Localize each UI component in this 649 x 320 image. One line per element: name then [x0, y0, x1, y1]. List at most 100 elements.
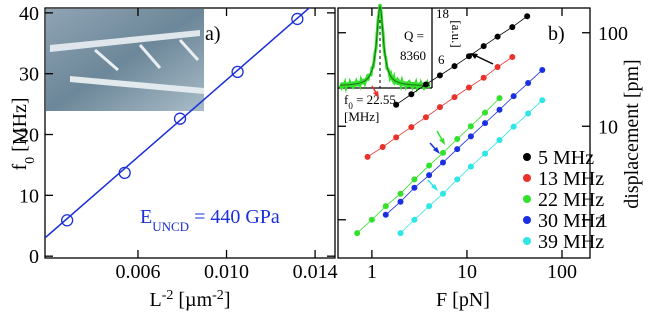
plot-frame-b [337, 7, 591, 259]
data-point [480, 43, 487, 50]
inset-axis-label: [a.u.] [449, 20, 464, 47]
data-point [454, 176, 461, 183]
panel-label: b) [548, 23, 565, 45]
data-point [411, 184, 418, 191]
y-tick-label: 1 [598, 210, 608, 232]
inset-tick-label: 6 [438, 52, 445, 67]
inset-label: [MHz] [344, 109, 379, 124]
data-point [496, 95, 503, 102]
data-point [426, 162, 433, 169]
x-axis-label: L-2 [µm-2] [150, 288, 231, 312]
annotation-part: = 440 GPa [189, 206, 280, 228]
inset-label: f0 = 22.55 [344, 92, 396, 111]
legend-label: 22 MHz [538, 189, 604, 211]
x-tick-label: 10 [457, 261, 477, 283]
data-point [291, 12, 304, 26]
data-point [494, 33, 501, 40]
y-axis-label: f0 [MHz] [9, 97, 38, 170]
x-tick-label: 1 [367, 261, 377, 283]
data-point [539, 97, 546, 104]
data-point [510, 123, 517, 130]
data-point [397, 230, 404, 237]
inset-spectrum: Q = 8360 18 6 [a.u.] f0 = 22.55 [MHz] [338, 3, 464, 124]
label-part: -2 [212, 288, 224, 303]
x-tick-label: 100 [547, 261, 577, 283]
data-point [467, 163, 474, 170]
data-point [482, 120, 489, 127]
y-tick-label: 0 [29, 246, 39, 268]
data-point [496, 137, 503, 144]
data-point [364, 153, 371, 160]
inset-tick-label: 18 [436, 6, 449, 21]
x-axis-label: F [pN] [436, 289, 490, 311]
data-point [393, 134, 400, 141]
data-point [467, 133, 474, 140]
data-point [379, 144, 386, 151]
data-point [411, 176, 418, 183]
data-point [509, 24, 516, 31]
data-point [118, 166, 131, 179]
data-point [440, 190, 447, 197]
data-point [465, 84, 472, 91]
fit-line [45, 8, 311, 239]
label-part: -2 [162, 288, 174, 303]
data-point [60, 214, 74, 227]
y-tick-label: 100 [598, 23, 628, 45]
data-point [426, 203, 433, 210]
data-point [422, 81, 429, 88]
data-point [524, 13, 531, 20]
legend-marker [523, 216, 531, 224]
data-point [509, 54, 516, 61]
data-point [539, 66, 546, 73]
data-point [426, 172, 433, 179]
data-point [436, 104, 443, 111]
y-tick-label: 10 [598, 116, 618, 138]
data-point [454, 136, 461, 143]
data-point [231, 65, 244, 79]
label-part: 0 [23, 157, 38, 164]
label-part: f [344, 92, 349, 107]
data-point [397, 190, 404, 197]
annotation: EUNCD = 440 GPa [140, 206, 280, 234]
legend-label: 13 MHz [538, 168, 604, 190]
label-part: ] [224, 289, 231, 311]
data-point [368, 216, 375, 223]
legend-marker [523, 195, 531, 203]
legend-marker [523, 237, 531, 245]
data-point [382, 203, 389, 210]
data-point [436, 72, 443, 79]
annotation-part: UNCD [152, 219, 189, 234]
annotation-part: E [140, 206, 152, 228]
data-point [382, 211, 389, 218]
y-tick-label: 20 [19, 125, 39, 147]
data-point [496, 106, 503, 113]
label-part: [MHz] [9, 97, 31, 156]
inset-photo [46, 9, 204, 111]
x-tick-label: 0.014 [293, 261, 338, 283]
x-tick-label: 0.010 [204, 261, 249, 283]
label-part: [µm [173, 289, 212, 311]
data-point [451, 63, 458, 70]
label-part: = 22.55 [353, 92, 396, 107]
y-tick-label: 10 [19, 185, 39, 207]
data-point [397, 198, 404, 205]
panel-label: a) [205, 23, 221, 45]
series-line [395, 15, 528, 106]
data-point [411, 216, 418, 223]
inset-label: Q = [404, 28, 424, 43]
data-point [525, 110, 532, 117]
data-point [454, 146, 461, 153]
data-point [480, 74, 487, 81]
plot-frame-a [44, 7, 336, 259]
data-point [465, 53, 472, 60]
label-part: L [150, 289, 162, 311]
data-point [422, 114, 429, 121]
legend-marker [523, 174, 531, 182]
inset-label: 8360 [400, 48, 426, 63]
data-point [482, 150, 489, 157]
data-point [408, 91, 415, 98]
legend-marker [523, 153, 531, 161]
label-part: 0 [348, 101, 353, 111]
data-point [408, 124, 415, 131]
x-tick-label: 0.006 [115, 261, 160, 283]
